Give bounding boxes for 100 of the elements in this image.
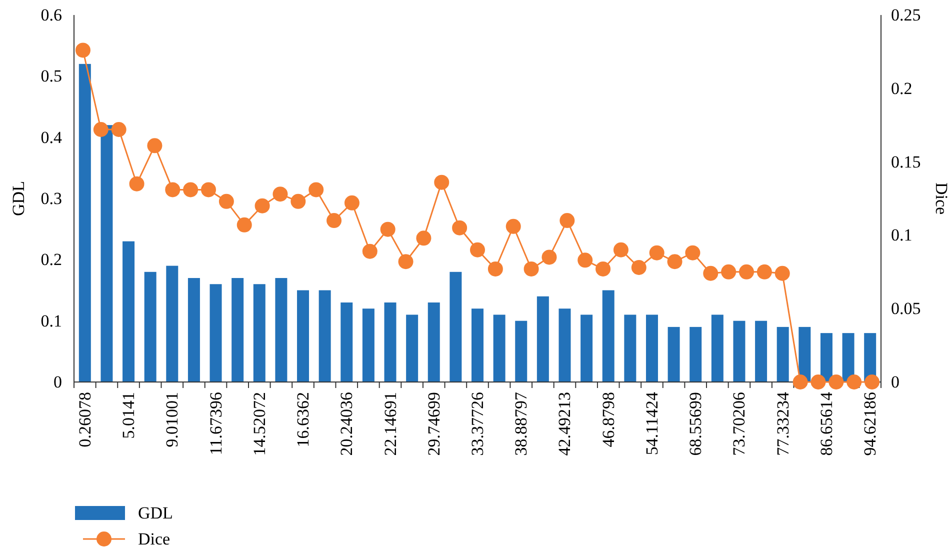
- x-tick-label: 9.01001: [162, 392, 182, 448]
- x-tick-label: 33.37726: [468, 392, 487, 456]
- y-tick-label: 0.15: [891, 152, 921, 172]
- bar: [166, 266, 178, 382]
- y-tick-label: 0.25: [891, 6, 921, 24]
- point: [129, 176, 144, 192]
- x-tick-label: 42.49213: [555, 392, 574, 456]
- point: [721, 264, 736, 280]
- y-axis-title: GDL: [9, 181, 28, 216]
- y-tick-label: 0.05: [891, 299, 921, 318]
- point: [201, 182, 216, 198]
- bar: [406, 314, 418, 382]
- point: [290, 194, 306, 209]
- point: [524, 261, 539, 276]
- x-tick-label: 86.65614: [816, 392, 836, 456]
- point: [416, 230, 432, 246]
- point: [75, 42, 90, 58]
- point: [613, 242, 628, 258]
- bar: [318, 290, 331, 382]
- y-axis-title: Dice: [932, 182, 951, 215]
- legend-label: Dice: [138, 530, 170, 548]
- legend-label: GDL: [138, 504, 173, 522]
- point: [596, 261, 611, 276]
- bar: [580, 314, 593, 382]
- y-tick-label: 0.6: [40, 6, 62, 24]
- point: [846, 374, 862, 390]
- point: [739, 264, 754, 280]
- point: [506, 218, 521, 234]
- bar: [690, 326, 702, 382]
- bar: [144, 272, 156, 382]
- bar: [188, 278, 200, 382]
- point: [308, 182, 324, 198]
- point: [470, 242, 485, 258]
- point: [542, 250, 557, 265]
- point: [703, 266, 718, 281]
- y-tick-label: 0: [54, 372, 62, 392]
- point: [272, 186, 288, 202]
- point: [774, 266, 790, 281]
- bar: [798, 326, 811, 382]
- point: [93, 122, 108, 138]
- x-tick-label: 20.24036: [337, 392, 356, 456]
- point: [649, 245, 664, 260]
- bar: [733, 320, 746, 382]
- x-tick-label: 0.26078: [75, 392, 94, 448]
- point: [362, 244, 378, 259]
- bar: [297, 290, 310, 382]
- bar: [472, 308, 484, 382]
- point: [326, 213, 342, 228]
- point: [560, 213, 575, 228]
- point: [578, 252, 593, 268]
- point: [756, 264, 772, 280]
- bar: [668, 326, 680, 382]
- bar: [776, 326, 789, 382]
- bar: [210, 284, 222, 382]
- x-tick-label: 73.70206: [730, 392, 749, 456]
- point: [254, 198, 270, 214]
- point: [165, 182, 180, 198]
- bar: [275, 278, 288, 382]
- bar: [755, 320, 768, 382]
- x-tick-label: 94.62186: [860, 392, 880, 456]
- bar: [100, 125, 113, 382]
- point: [452, 220, 468, 236]
- x-tick-label: 22.14691: [380, 392, 400, 456]
- point: [111, 122, 126, 138]
- bar: [450, 272, 462, 382]
- bar: [646, 314, 658, 382]
- point: [380, 222, 396, 237]
- point: [147, 138, 162, 154]
- bar: [384, 302, 396, 382]
- x-tick-label: 38.88797: [512, 392, 531, 456]
- x-tick-label: 5.0141: [119, 392, 138, 439]
- bar: [820, 333, 832, 382]
- point: [631, 260, 646, 275]
- point: [236, 217, 252, 232]
- x-tick-label: 16.6362: [294, 392, 313, 448]
- bar: [232, 278, 244, 382]
- x-tick-label: 14.52072: [250, 392, 269, 456]
- bar: [602, 290, 614, 382]
- bar: [515, 320, 528, 382]
- point: [434, 174, 450, 190]
- y-tick-label: 0.2: [40, 250, 62, 270]
- y-tick-label: 0.1: [40, 311, 62, 330]
- bar: [493, 314, 506, 382]
- point: [864, 374, 880, 390]
- bar: [122, 241, 135, 382]
- point: [344, 195, 360, 210]
- point: [398, 254, 414, 270]
- bar: [536, 296, 549, 382]
- y-tick-label: 0.1: [891, 226, 912, 245]
- point: [218, 194, 234, 209]
- x-tick-label: 29.74699: [424, 392, 444, 456]
- point: [685, 245, 700, 260]
- y-tick-label: 0.3: [40, 189, 62, 208]
- point: [810, 374, 826, 390]
- point: [488, 261, 503, 276]
- bar: [428, 302, 440, 382]
- y-tick-label: 0.5: [40, 66, 62, 86]
- bar: [624, 314, 636, 382]
- bar: [842, 333, 854, 382]
- x-tick-label: 11.67396: [206, 392, 226, 456]
